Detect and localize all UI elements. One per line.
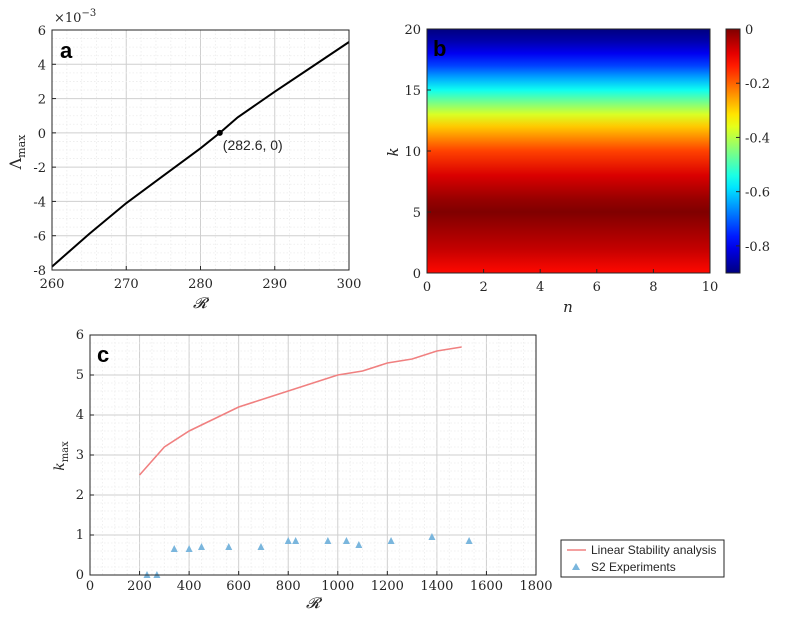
experiment-marker (324, 537, 332, 544)
panel-c-xtick: 1800 (519, 579, 552, 594)
panel-c-ytick: 1 (76, 528, 84, 543)
panel-a-ytick: 0 (38, 127, 46, 142)
panel-b-xtick: 2 (479, 280, 487, 295)
experiment-marker (257, 543, 265, 550)
panel-b-colorbar-tick: 0 (745, 23, 753, 38)
panel-a-ylabel: Λmax (6, 134, 28, 171)
experiment-marker (342, 537, 350, 544)
panel-b-heatmap (427, 29, 710, 273)
panel-c-xtick: 1000 (321, 579, 354, 594)
panel-c-ylabel: kmax (52, 441, 71, 471)
panel-c: 0 200 400 600 800 1000 1200 1400 1600 18006543210… (52, 328, 725, 612)
panel-c-xtick: 0 (86, 579, 94, 594)
panel-c-xtick: 600 (226, 579, 251, 594)
panel-a-ytick: 6 (38, 24, 46, 39)
panel-c-xtick: 1600 (470, 579, 503, 594)
legend-entry-linear-stability: Linear Stability analysis (591, 543, 716, 557)
experiment-marker (428, 533, 436, 540)
panel-c-ytick: 3 (76, 448, 84, 463)
panel-a: (282.6, 0) 260 270 280 290 300 6 4 2 0 -2 -4 -6 -8 ×… (6, 8, 361, 312)
panel-a-ytick: -2 (33, 161, 46, 176)
panel-b-label: b (433, 36, 446, 61)
panel-c-xtick: 1400 (420, 579, 453, 594)
panel-c-xtick: 1200 (371, 579, 404, 594)
experiment-marker (387, 537, 395, 544)
legend-entry-s2-experiments: S2 Experiments (591, 560, 676, 574)
panel-b-xtick: 8 (649, 280, 657, 295)
panel-a-annotation: (282.6, 0) (223, 137, 283, 153)
experiment-marker (355, 541, 363, 548)
panel-b-ticks: 0 2 4 6 8 10 20 15 10 5 0 (404, 23, 718, 295)
panel-b-ylabel: k (384, 147, 402, 156)
panel-b-ytick: 5 (413, 206, 421, 221)
panel-b-colorbar-tick: -0.8 (745, 240, 770, 255)
panel-c-ytick: 5 (76, 368, 84, 383)
experiment-marker (185, 545, 193, 552)
panel-a-grid (51, 29, 350, 271)
panel-c-xlabel: 𝓡 (306, 594, 323, 612)
experiment-marker (198, 543, 205, 550)
panel-a-curve (51, 41, 350, 268)
panel-b-xtick: 4 (536, 280, 544, 295)
panel-b-colorbar-tick: -0.6 (745, 186, 770, 201)
panel-c-label: c (97, 342, 109, 367)
panel-c-ticks: 0 200 400 600 800 1000 1200 1400 1600 1800 6 5 4 3 2 1 0 (76, 328, 553, 594)
panel-c-ytick: 6 (76, 328, 84, 343)
panel-b-ytick: 0 (413, 267, 421, 282)
panel-a-xtick: 260 (40, 277, 65, 292)
panel-a-ytick: 4 (38, 58, 46, 73)
legend-triangle-marker-icon (572, 563, 580, 570)
experiment-marker (284, 537, 292, 544)
panel-a-ytick: 2 (38, 93, 46, 108)
panel-c-xtick: 800 (276, 579, 301, 594)
panel-a-ytick: -6 (33, 230, 46, 245)
panel-c-xtick: 400 (177, 579, 202, 594)
panel-c-ytick: 2 (76, 488, 84, 503)
panel-b-colorbar (725, 28, 741, 274)
experiment-marker (465, 537, 473, 544)
panel-c-legend: Linear Stability analysis S2 Experiments (560, 539, 725, 578)
panel-b-ytick: 20 (404, 23, 421, 38)
panel-a-label: a (60, 38, 73, 63)
panel-a-ticks: 260 270 280 290 300 6 4 2 0 -2 -4 -6 -8 (33, 24, 361, 292)
experiment-marker (225, 543, 233, 550)
panel-a-ytick: -4 (33, 195, 46, 210)
panel-a-zero-crossing-point (216, 129, 223, 136)
panel-b-colorbar-tick: -0.2 (745, 77, 770, 92)
panel-b-xlabel: n (563, 298, 573, 316)
panel-c-xtick: 200 (127, 579, 152, 594)
panel-a-xtick: 300 (337, 277, 362, 292)
experiment-marker (170, 545, 178, 552)
panel-a-xtick: 280 (188, 277, 213, 292)
panel-b-colorbar-tick: -0.4 (745, 131, 770, 146)
panel-a-xlabel: 𝓡 (193, 294, 210, 312)
panel-b-xtick: 6 (593, 280, 601, 295)
experiment-marker (292, 537, 300, 544)
panel-b-xtick: 0 (423, 280, 431, 295)
panel-b-colorbar-ticks: 0 -0.2 -0.4 -0.6 -0.8 (736, 23, 770, 255)
panel-a-xtick: 290 (262, 277, 287, 292)
panel-b: 0 2 4 6 8 10 20 15 10 5 0 0 -0.2 -0.4 -0.6 -0.8 n k b (384, 23, 770, 316)
panel-c-ytick: 0 (76, 568, 84, 583)
panel-c-linear-stability-line (138, 346, 462, 476)
panel-b-ytick: 10 (404, 145, 421, 160)
panel-a-xtick: 270 (114, 277, 139, 292)
panel-b-xtick: 10 (702, 280, 719, 295)
panel-a-ytick: -8 (33, 264, 46, 279)
panel-c-ytick: 4 (76, 408, 84, 423)
panel-b-ytick: 15 (404, 84, 421, 99)
panel-a-y-multiplier: ×10−3 (54, 8, 96, 26)
